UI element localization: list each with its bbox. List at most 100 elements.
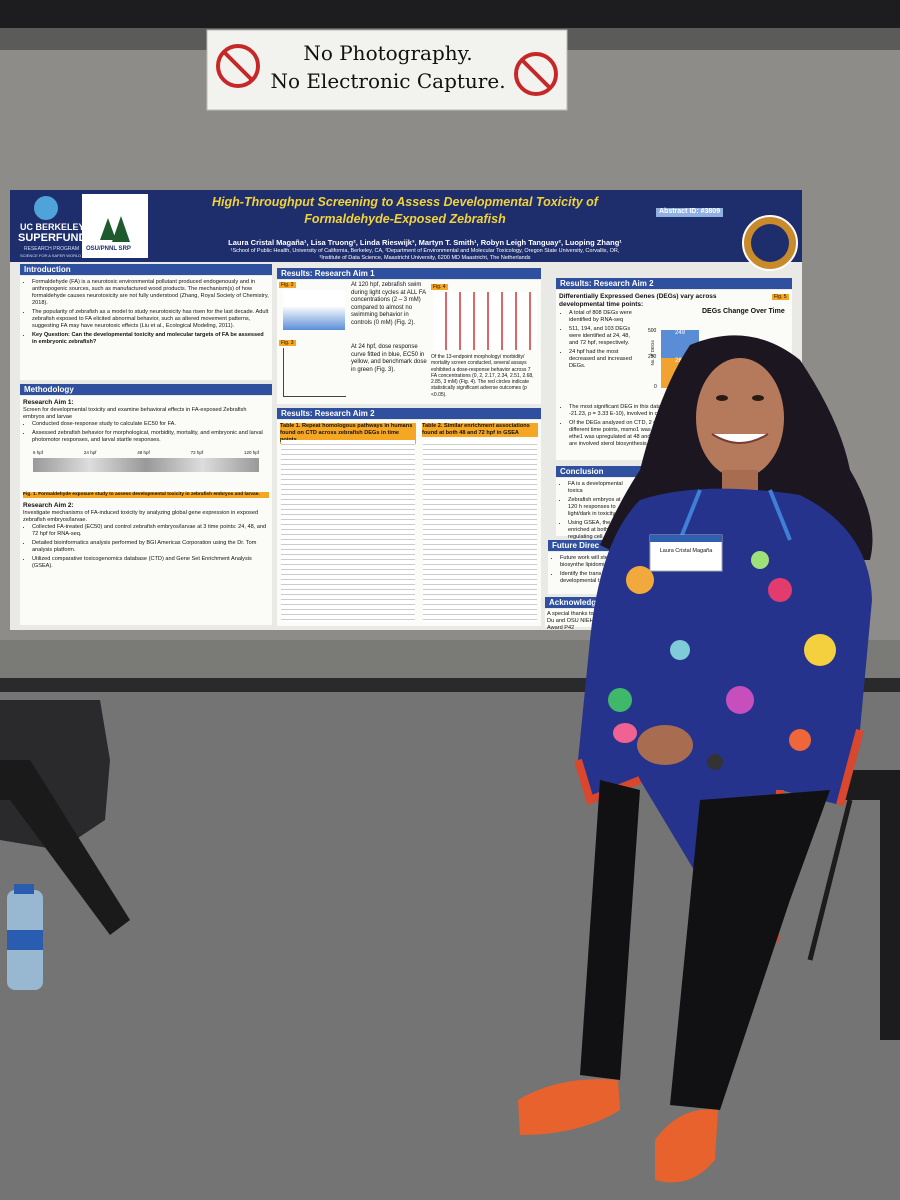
bullet: Detailed bioinformatics analysis perform… xyxy=(32,540,269,554)
pattern-flower xyxy=(608,688,632,712)
table-caption: Table 2. Similar enrichment associations… xyxy=(422,423,538,437)
logo-icon xyxy=(34,196,58,220)
timeline-label: 120 hpf xyxy=(243,450,259,456)
figure xyxy=(283,348,346,397)
sign-icon-slash xyxy=(520,58,552,90)
pattern-flower xyxy=(670,640,690,660)
bullets: The most significant DEG in this dataset… xyxy=(560,404,760,450)
bullet: 24 hpf had the most decreased and increa… xyxy=(569,349,640,370)
bullet: 511, 194, and 103 DEGs were identified a… xyxy=(569,326,640,347)
smile xyxy=(711,433,769,444)
figure-label: Fig. 5 xyxy=(772,294,789,301)
sign-line: No Electronic Capture. xyxy=(270,69,505,93)
scrunchie xyxy=(613,723,637,743)
bottle-cap xyxy=(14,884,34,894)
logo-text: OSU/PNNL SRP xyxy=(86,246,131,252)
sign-icon xyxy=(216,44,260,88)
blouse xyxy=(578,488,872,935)
logo-trees xyxy=(100,216,130,242)
bullet: Identify the trans developmental t xyxy=(560,571,622,585)
sign xyxy=(206,29,568,111)
face xyxy=(696,358,784,478)
figure-label: Fig. 2 xyxy=(279,282,296,289)
bullet-list: Conducted dose-response study to calcula… xyxy=(23,421,269,444)
timeline-label: 24 hpf xyxy=(83,450,97,456)
chart-tick: 250 xyxy=(648,354,657,360)
bullet-list: Collected FA-treated (EC50) and control … xyxy=(23,524,269,570)
table-caption: Table 1. Repeat homologous pathways in h… xyxy=(280,423,416,444)
chart-tick: 500 xyxy=(648,328,657,334)
sign-line: No Photography. xyxy=(303,41,472,65)
pattern-flower xyxy=(626,566,654,594)
figure xyxy=(283,290,345,330)
section-heading: Results: Research Aim 1 xyxy=(277,268,541,279)
bullet: Of the DEGs analyzed on CTD, 2 gdifferen… xyxy=(569,420,760,448)
pattern-flower xyxy=(726,686,754,714)
section-heading: Results: Research Aim 2 xyxy=(556,278,792,289)
bullet: FA is a developmental toxica xyxy=(568,481,628,495)
lanyard xyxy=(678,489,792,541)
bullet: Collected FA-treated (EC50) and control … xyxy=(32,524,269,538)
bullet: Assessed zebrafish behavior for morpholo… xyxy=(32,430,269,444)
abstract-id: Abstract ID: #3809 xyxy=(656,208,724,217)
watch xyxy=(707,754,723,770)
paragraph: Screen for developmental toxicity and ex… xyxy=(23,407,247,421)
table xyxy=(281,440,415,622)
subheading: Research Aim 2: xyxy=(23,501,74,509)
bullet: Zebrafish embryos at 120 h responses to … xyxy=(568,497,628,518)
bullet-list: Formaldehyde (FA) is a neurotoxic enviro… xyxy=(23,279,269,346)
text: -21.23, p = 3.33 E-10), involved in c xyxy=(569,410,658,417)
pattern-flower xyxy=(751,551,769,569)
paragraph: Of the 13-endpoint morphology/ morbidity… xyxy=(431,354,534,398)
logo-text: SCIENCE FOR A SAFER WORLD xyxy=(20,253,82,258)
sign-icon-slash xyxy=(222,50,254,82)
logo-text: SUPERFUND xyxy=(18,232,87,244)
shoe xyxy=(518,1079,620,1135)
paragraph: At 120 hpf, zebrafish swim during light … xyxy=(351,282,426,326)
timeline-label: 72 hpf xyxy=(190,450,204,456)
bottle-label xyxy=(7,930,43,950)
bullet-list: FA is a developmental toxica Zebrafish em… xyxy=(559,481,628,541)
hands xyxy=(637,725,693,765)
timeline-image xyxy=(33,457,259,472)
figure-label: Fig. 4 xyxy=(431,284,448,291)
shoe xyxy=(655,1109,718,1183)
figure-caption: Fig. 1. Formaldehyde exposure study to a… xyxy=(23,491,269,498)
paragraph: A special thanks to La Du and OSU NIEHS … xyxy=(547,611,602,631)
bullets: A total of 808 DEGs were identified by R… xyxy=(560,310,640,372)
text: different time points, msmo1 was xyxy=(569,426,651,433)
timeline-label: 48 hpf xyxy=(137,450,150,456)
bullet: Conducted dose-response study to calcula… xyxy=(32,421,269,428)
chair-leg xyxy=(807,799,853,961)
title-line: High-Throughput Screening to Assess Deve… xyxy=(212,195,598,209)
timeline-label: 6 hpf xyxy=(33,450,44,456)
text: ethe1 was upregulated at 48 and 7 xyxy=(569,433,656,440)
affiliations: ¹School of Public Health, University of … xyxy=(160,248,690,262)
paragraph: At 24 hpf, dose response curve fitted in… xyxy=(351,344,427,373)
poster-title: High-Throughput Screening to Assess Deve… xyxy=(155,194,655,228)
chair xyxy=(840,770,900,1040)
bullet-list: The most significant DEG in this dataset… xyxy=(560,404,760,448)
logo-text: RESEARCH PROGRAM xyxy=(24,246,80,252)
chair xyxy=(0,760,130,935)
seal-inner xyxy=(751,224,789,262)
pattern-flower xyxy=(789,729,811,751)
affiliation: ³Institute of Data Science, Maastricht U… xyxy=(319,254,531,261)
timeline: 6 hpf 24 hpf 48 hpf 72 hpf 120 hpf xyxy=(33,450,259,456)
bullet: The popularity of zebrafish as a model t… xyxy=(32,309,269,330)
badge-name: Laura Cristal Magaña xyxy=(660,548,714,554)
bullet-list: Future work will sterol biosynthe lipido… xyxy=(551,555,622,585)
bullet: Formaldehyde (FA) is a neurotoxic enviro… xyxy=(32,279,269,307)
table xyxy=(423,440,537,622)
section-body: Formaldehyde (FA) is a neurotoxic enviro… xyxy=(20,276,272,380)
subheading: Differentially Expressed Genes (DEGs) va… xyxy=(559,293,717,309)
text: are involved sterol biosynthesis xyxy=(569,440,647,447)
section-heading: Introduction xyxy=(20,264,272,275)
section-body: Fig. 2 Fig. 3 At 120 hpf, zebrafish swim… xyxy=(277,280,541,404)
authors: Laura Cristal Magaña¹, Lisa Truong², Lin… xyxy=(228,238,622,247)
sign-icon xyxy=(514,52,558,96)
section-heading: Results: Research Aim 2 xyxy=(277,408,541,419)
bullet: Using GSEA, the fatt enriched at both 48… xyxy=(568,520,628,541)
